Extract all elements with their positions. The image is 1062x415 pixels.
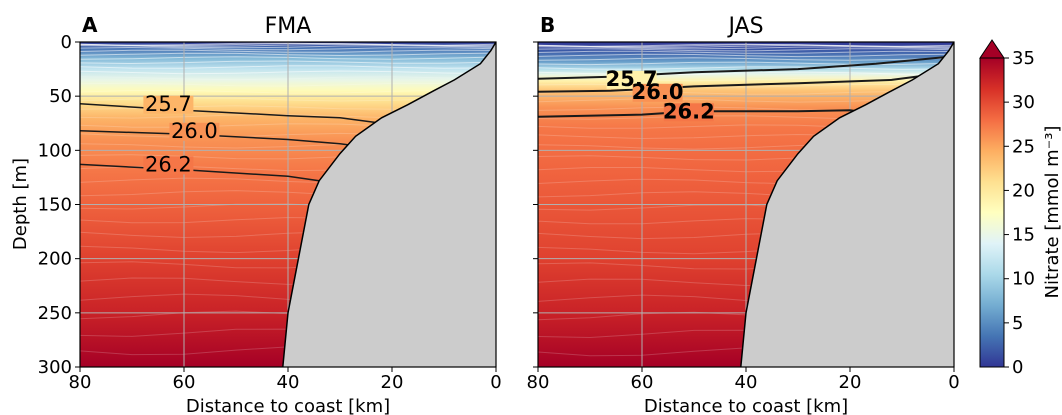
panel-label-a: A (82, 13, 98, 37)
x-axis-label-b: Distance to coast [km] (644, 396, 848, 415)
contour-label-bg (663, 103, 714, 122)
x-tick-label: 80 (527, 372, 550, 393)
panel-title-fma: FMA (265, 14, 312, 39)
colorbar-frame (979, 58, 1005, 368)
panel-label-b: B (540, 13, 555, 37)
y-tick-label: 50 (49, 86, 72, 107)
bathymetry-line (282, 42, 496, 367)
y-tick-label: 200 (38, 249, 72, 270)
colorbar-tick-label: 0 (1012, 357, 1023, 378)
colorbar-tick-label: 20 (1012, 180, 1035, 201)
panel-title-jas: JAS (726, 14, 763, 39)
colorbar-tick-label: 35 (1012, 48, 1035, 69)
x-tick-label: 40 (735, 372, 758, 393)
contour-label-26.2: 26.2 (663, 99, 715, 123)
x-tick-label: 60 (173, 372, 196, 393)
colorbar-ticks: 0 5 10 15 20 25 30 35 (1004, 48, 1035, 378)
density-contour-25.7 (538, 56, 944, 80)
x-tick-label: 0 (948, 372, 959, 393)
colorbar: 0 5 10 15 20 25 30 35 Nitrate [mmol m⁻³] (979, 39, 1062, 378)
colorbar-tick-label: 30 (1012, 92, 1035, 113)
colorbar-tick-label: 25 (1012, 136, 1035, 157)
colorbar-tick-label: 10 (1012, 269, 1035, 290)
contour-label-bg (143, 95, 194, 114)
contour-label-26.2: 26.2 (145, 152, 192, 176)
x-axis-label-a: Distance to coast [km] (186, 396, 390, 415)
x-tick-label: 80 (69, 372, 92, 393)
contour-label-bg (632, 83, 683, 102)
colorbar-extend-arrow (979, 39, 1005, 59)
land-mask (740, 42, 954, 367)
axis-ticks-b: 80 60 40 20 0 (527, 41, 960, 393)
x-tick-label: 20 (381, 372, 404, 393)
y-axis-label: Depth [m] (10, 158, 31, 250)
land-mask (282, 42, 496, 367)
contour-label-25.7: 25.7 (606, 67, 658, 91)
contour-label-26.0: 26.0 (632, 80, 684, 104)
density-contour-26.2 (80, 163, 320, 182)
contour-label-26.0: 26.0 (171, 119, 218, 143)
colorbar-tick-label: 15 (1012, 225, 1035, 246)
y-tick-label: 250 (38, 303, 72, 324)
density-contour-26.2 (538, 109, 877, 118)
colorbar-gradient (980, 58, 1004, 367)
x-tick-label: 20 (839, 372, 862, 393)
x-tick-label: 40 (277, 372, 300, 393)
contour-label-25.7: 25.7 (145, 92, 192, 116)
y-tick-label: 100 (38, 140, 72, 161)
y-tick-label: 300 (38, 357, 72, 378)
colorbar-label: Nitrate [mmol m⁻³] (1042, 126, 1062, 299)
density-contour-26.0 (538, 73, 934, 93)
contour-label-bg (143, 156, 194, 175)
x-tick-label: 0 (490, 372, 501, 393)
bathymetry-line (740, 42, 954, 367)
x-tick-label: 60 (631, 372, 654, 393)
colorbar-tick-label: 5 (1012, 313, 1023, 334)
y-tick-label: 0 (61, 32, 72, 53)
y-tick-label: 150 (38, 195, 72, 216)
contour-label-bg (169, 122, 220, 141)
panel-jas: B JAS Distance to coast [km] 80 60 40 20 0 2… (527, 13, 960, 415)
panel-fma: A FMA Distance to coast [km] Depth [m] 8… (10, 13, 502, 415)
